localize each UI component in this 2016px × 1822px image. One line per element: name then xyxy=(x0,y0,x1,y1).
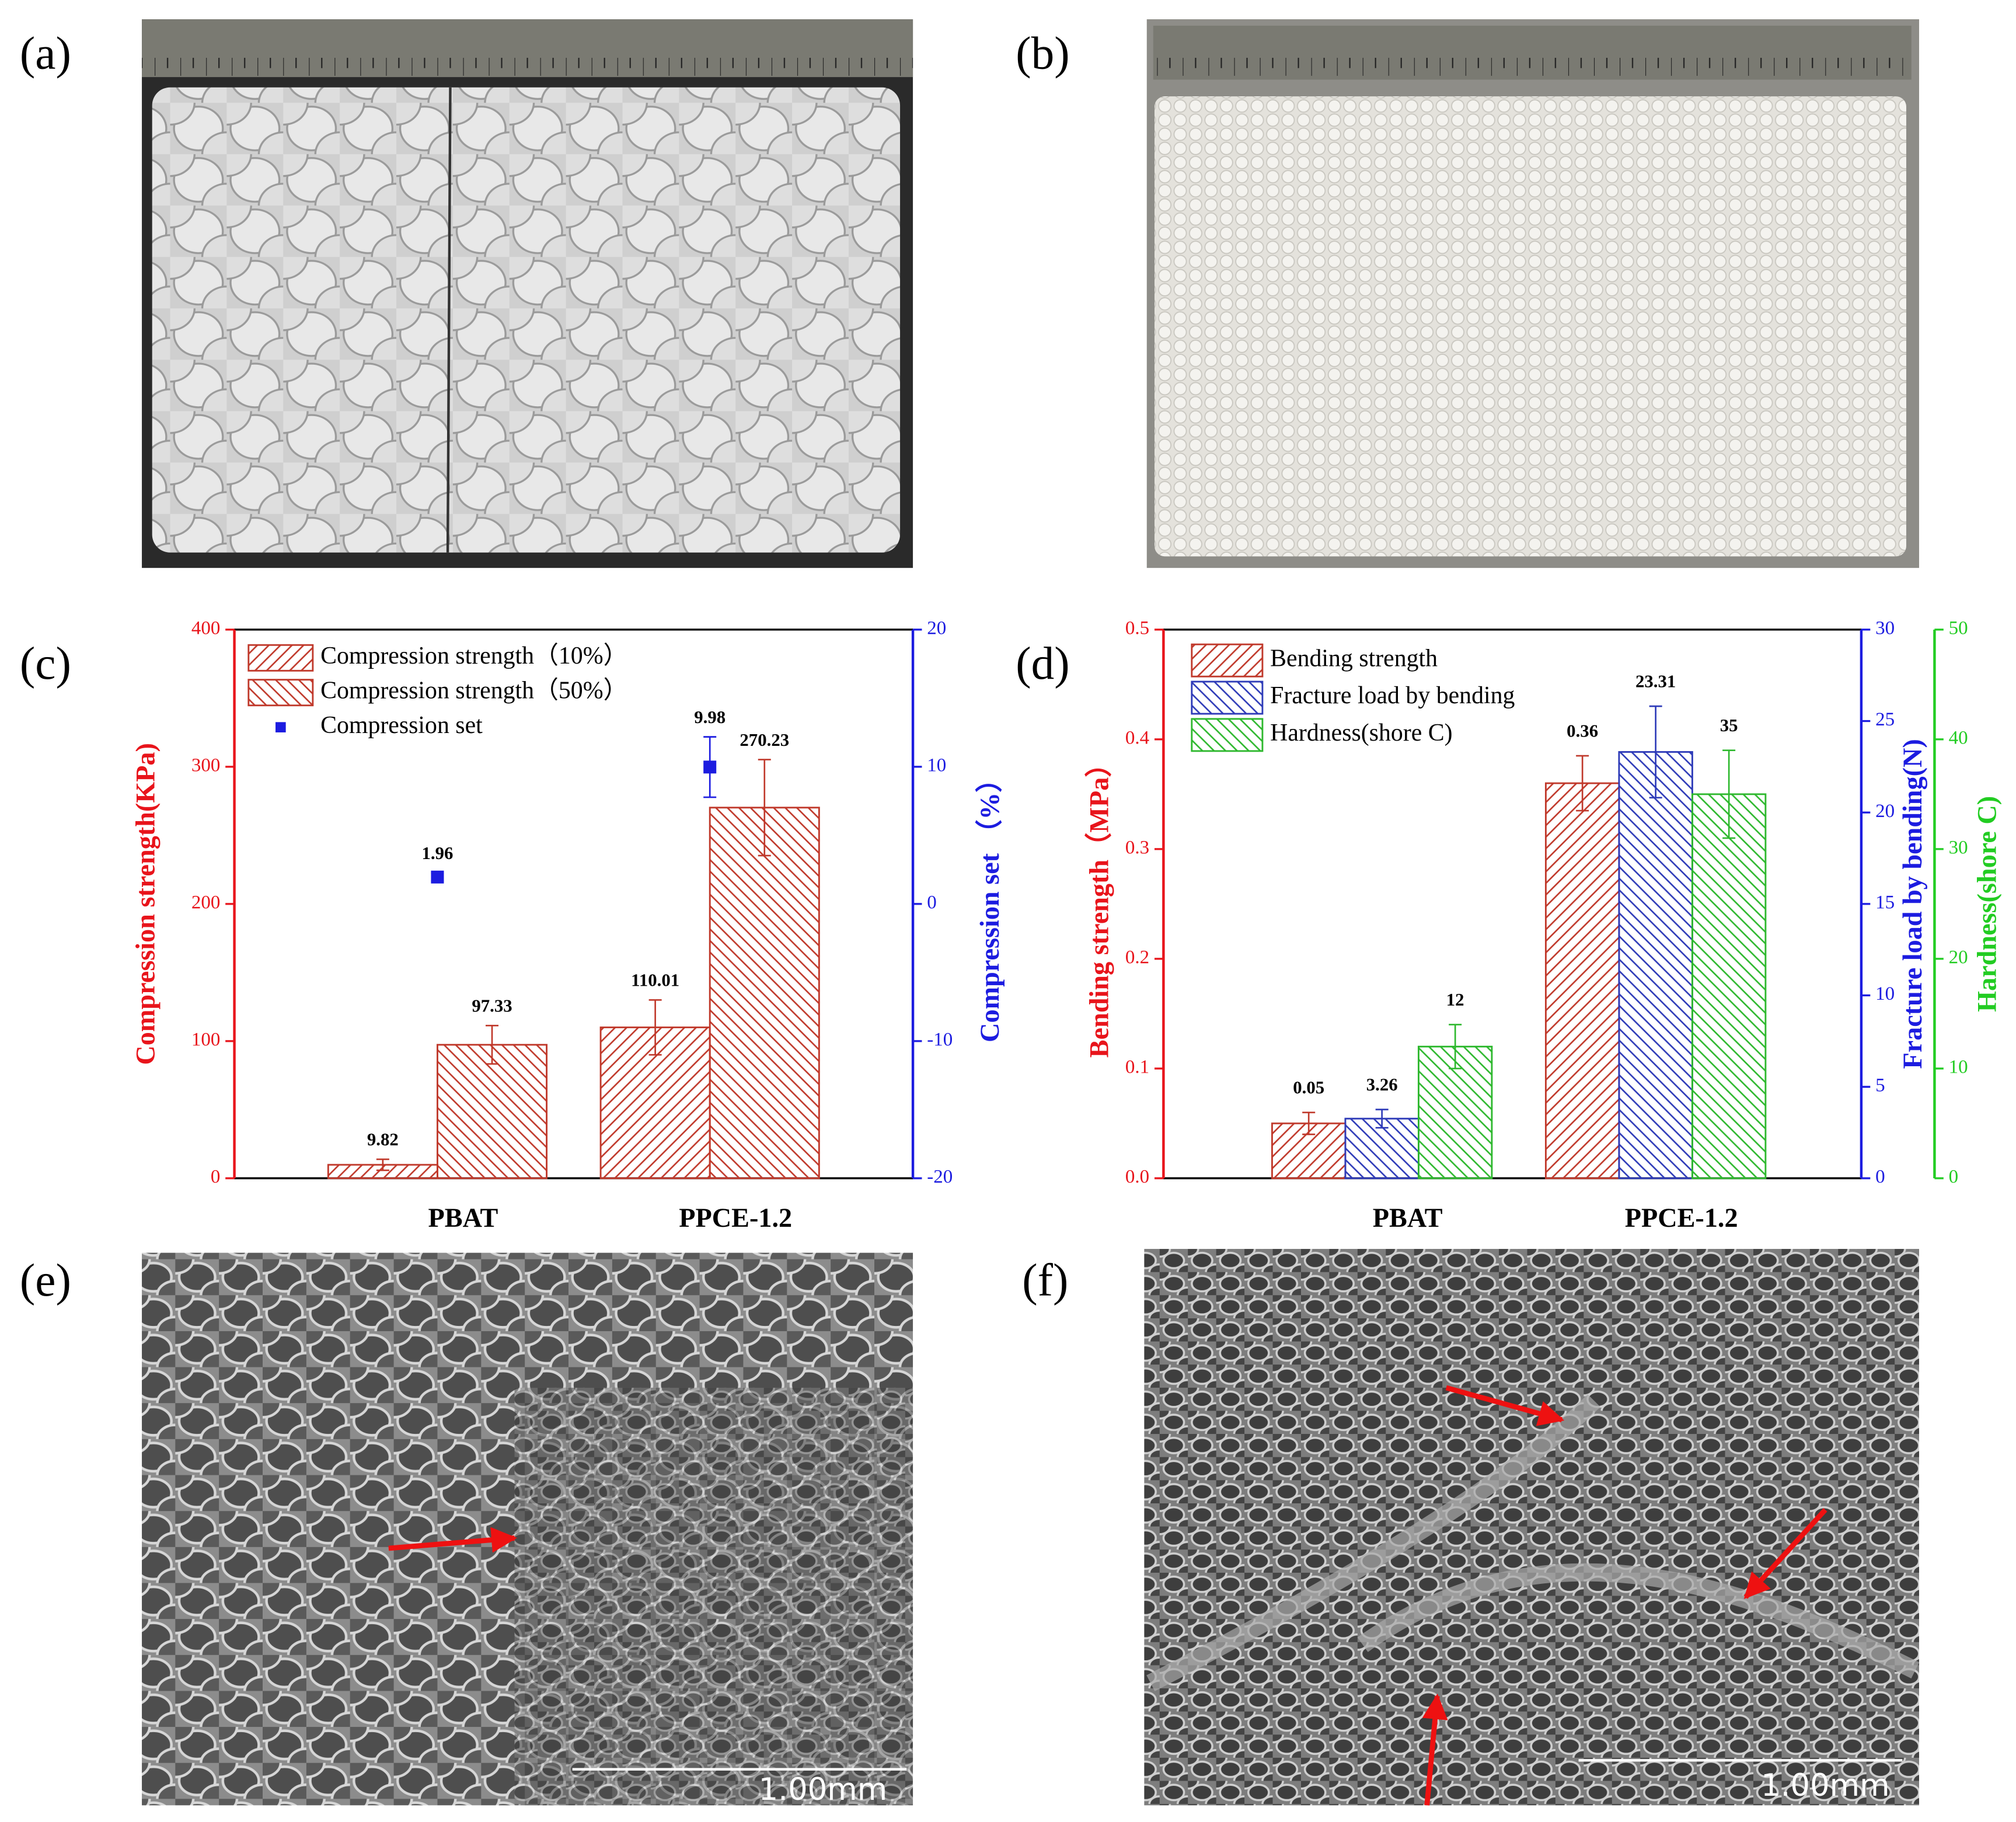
x-tick-label: PPCE-1.2 xyxy=(1625,1203,1738,1233)
legend-swatch xyxy=(1191,680,1264,715)
error-bar xyxy=(431,872,444,882)
y-tick-label: 0 xyxy=(1875,1167,1885,1188)
x-tick-label: PPCE-1.2 xyxy=(679,1203,792,1233)
legend-swatch xyxy=(247,679,314,707)
y-tick-label: 30 xyxy=(1949,837,1968,858)
y-tick-label: 20 xyxy=(1875,801,1895,822)
scale-bar-label: 1.00mm xyxy=(1761,1768,1890,1803)
axis-label: Hardness(shore C) xyxy=(1972,796,2002,1012)
panel-label: (b) xyxy=(1016,27,1069,79)
error-bar xyxy=(703,736,717,798)
y-tick-label: 40 xyxy=(1949,727,1968,748)
value-label: 97.33 xyxy=(472,996,512,1016)
value-label: 110.01 xyxy=(631,971,679,990)
panel-label: (c) xyxy=(20,638,71,689)
x-tick-label: PBAT xyxy=(428,1203,498,1233)
y-tick-label: 0.4 xyxy=(1125,727,1149,748)
axis-label: Fracture load by bending(N) xyxy=(1898,739,1927,1069)
y-tick-label: 25 xyxy=(1875,709,1895,730)
bar xyxy=(1344,1118,1419,1179)
bar xyxy=(709,807,820,1179)
value-label: 0.36 xyxy=(1567,721,1598,741)
legend-swatch xyxy=(1191,718,1264,752)
y-tick-label: 20 xyxy=(1949,947,1968,968)
value-label: 3.26 xyxy=(1366,1075,1398,1095)
panel-label: (f) xyxy=(1022,1255,1068,1306)
panel-label: (e) xyxy=(20,1255,71,1306)
value-label: 1.96 xyxy=(421,843,453,863)
y-tick-label: 0.1 xyxy=(1125,1057,1149,1078)
y-tick-label: 300 xyxy=(191,755,221,776)
legend-label: Hardness(shore C) xyxy=(1270,720,1452,746)
y-tick-label: 0.5 xyxy=(1125,617,1149,638)
legend-swatch xyxy=(1191,643,1264,678)
scale-bar-label: 1.00mm xyxy=(759,1772,888,1807)
error-bar xyxy=(1449,1024,1462,1070)
legend-swatch xyxy=(247,644,314,672)
y-tick-label: 15 xyxy=(1875,892,1895,913)
legend-label: Compression strength（50%） xyxy=(320,677,627,704)
legend-label: Compression set xyxy=(320,712,483,739)
error-bar xyxy=(1576,755,1589,812)
y-tick-label: 0.2 xyxy=(1125,947,1149,968)
error-bar xyxy=(758,759,771,857)
panel-label: (a) xyxy=(20,27,71,79)
panel-label: (d) xyxy=(1016,638,1069,689)
y-tick-label: 100 xyxy=(191,1029,221,1050)
sem-e xyxy=(142,1252,913,1806)
value-label: 35 xyxy=(1720,715,1738,735)
y-tick-label: 0 xyxy=(927,892,937,913)
error-bar xyxy=(1649,705,1662,799)
y-tick-label: 0.0 xyxy=(1125,1167,1149,1188)
y-tick-label: 0 xyxy=(211,1167,221,1188)
value-label: 12 xyxy=(1446,990,1464,1010)
bar xyxy=(1618,751,1693,1179)
value-label: 9.82 xyxy=(367,1130,399,1150)
photo-b xyxy=(1146,19,1919,568)
axis-label: Compression set （%） xyxy=(975,766,1004,1042)
y-tick-label: 20 xyxy=(927,617,946,638)
error-bar xyxy=(1722,749,1736,839)
y-tick-label: 200 xyxy=(191,892,221,913)
y-tick-label: 50 xyxy=(1949,617,1968,638)
value-label: 23.31 xyxy=(1635,672,1676,692)
legend-label: Compression strength（10%） xyxy=(320,643,627,669)
error-bar xyxy=(376,1158,389,1171)
y-tick-label: 10 xyxy=(1875,983,1895,1004)
value-label: 9.98 xyxy=(694,707,726,727)
axis-label: Bending strength（MPa） xyxy=(1084,750,1114,1057)
y-tick-label: 10 xyxy=(1949,1057,1968,1078)
legend-label: Fracture load by bending xyxy=(1270,682,1515,709)
error-bar xyxy=(648,999,662,1056)
value-label: 270.23 xyxy=(740,730,789,750)
value-label: 0.05 xyxy=(1293,1078,1324,1098)
error-bar xyxy=(1302,1111,1316,1136)
y-tick-label: -20 xyxy=(927,1167,953,1188)
bar xyxy=(1544,782,1620,1179)
y-tick-label: 30 xyxy=(1875,617,1895,638)
y-tick-label: 0.3 xyxy=(1125,837,1149,858)
y-tick-label: 10 xyxy=(927,755,946,776)
error-bar xyxy=(486,1024,499,1065)
x-tick-label: PBAT xyxy=(1373,1203,1443,1233)
axis-label: Compression strength(KPa) xyxy=(131,743,161,1065)
legend-label: Bending strength xyxy=(1270,645,1438,672)
y-tick-label: 5 xyxy=(1875,1075,1885,1096)
legend-swatch xyxy=(275,722,286,732)
y-tick-label: 400 xyxy=(191,617,221,638)
bar xyxy=(1691,793,1767,1179)
photo-a xyxy=(142,19,913,568)
bar xyxy=(437,1043,548,1179)
error-bar xyxy=(1375,1108,1389,1129)
y-tick-label: -10 xyxy=(927,1029,953,1050)
sem-f xyxy=(1144,1249,1920,1806)
y-tick-label: 0 xyxy=(1949,1167,1959,1188)
